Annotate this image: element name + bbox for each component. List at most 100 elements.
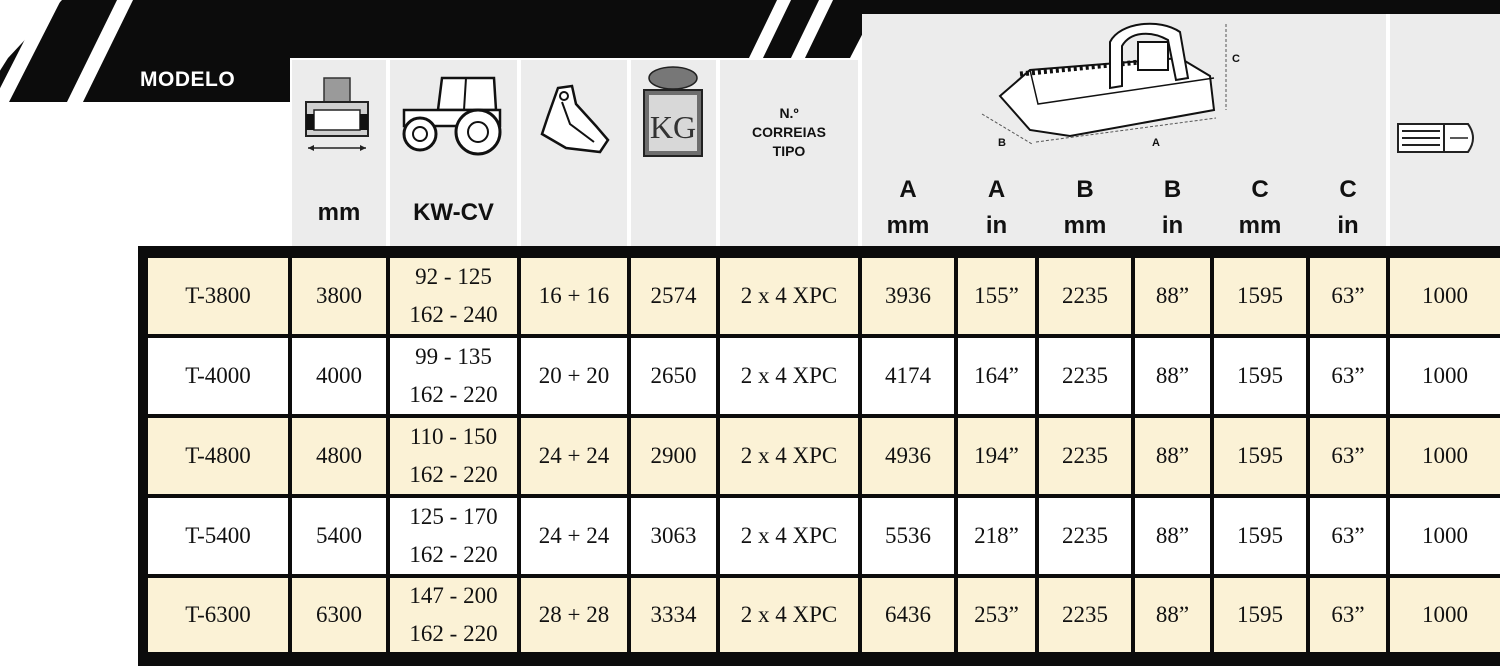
cell-c-mm: 1595 <box>1214 418 1306 494</box>
cell-power: 147 - 200 162 - 220 <box>390 578 517 652</box>
cell-width: 6300 <box>292 578 386 652</box>
cell-a-mm: 4936 <box>862 418 954 494</box>
cell-model: T-5400 <box>148 498 288 574</box>
dim-header-unit: mm <box>1238 212 1282 239</box>
cell-a-mm: 4174 <box>862 338 954 414</box>
power-range-line: 162 - 220 <box>409 621 498 646</box>
header-band <box>0 0 1500 104</box>
weight-kg-icon: KG <box>643 66 703 157</box>
cell-power: 99 - 135 162 - 220 <box>390 338 517 414</box>
cell-hammers: 28 + 28 <box>521 578 627 652</box>
cell-b-in: 88” <box>1135 338 1210 414</box>
cell-width: 4000 <box>292 338 386 414</box>
dim-header-letter: A <box>987 176 1006 203</box>
width-unit-label: mm <box>317 199 361 226</box>
cell-pto: 1000 <box>1390 578 1500 652</box>
cell-weight: 2574 <box>631 258 716 334</box>
cell-model: T-4000 <box>148 338 288 414</box>
machine-dimensions-icon: C A B <box>981 22 1240 149</box>
dim-header-unit: mm <box>1063 212 1107 239</box>
machine-dim-c: C <box>1232 53 1240 65</box>
cell-a-in: 253” <box>958 578 1035 652</box>
cell-a-mm: 5536 <box>862 498 954 574</box>
power-range-line: 147 - 200 <box>409 583 498 608</box>
cell-model: T-3800 <box>148 258 288 334</box>
cell-b-in: 88” <box>1135 258 1210 334</box>
cell-model: T-6300 <box>148 578 288 652</box>
cell-c-mm: 1595 <box>1214 338 1306 414</box>
cell-b-mm: 2235 <box>1039 578 1131 652</box>
cell-weight: 2900 <box>631 418 716 494</box>
cell-b-in: 88” <box>1135 498 1210 574</box>
power-range-line: 125 - 170 <box>409 504 498 529</box>
cell-c-mm: 1595 <box>1214 258 1306 334</box>
dim-header-unit: in <box>985 212 1008 239</box>
cell-b-mm: 2235 <box>1039 258 1131 334</box>
cell-a-in: 164” <box>958 338 1035 414</box>
dim-header-letter: A <box>899 176 917 203</box>
dim-header-letter: C <box>1251 176 1269 203</box>
cell-belts: 2 x 4 XPC <box>720 498 858 574</box>
power-range-line: 162 - 220 <box>409 382 498 407</box>
tractor-icon <box>402 76 502 156</box>
cell-b-mm: 2235 <box>1039 338 1131 414</box>
cell-width: 3800 <box>292 258 386 334</box>
power-range-line: 162 - 220 <box>409 462 498 487</box>
belts-label: N.º CORREIAS TIPO <box>720 104 858 161</box>
header-cell-dimensions <box>862 14 1386 246</box>
cell-pto: 1000 <box>1390 498 1500 574</box>
cell-b-in: 88” <box>1135 578 1210 652</box>
cell-c-mm: 1595 <box>1214 498 1306 574</box>
cell-belts: 2 x 4 XPC <box>720 338 858 414</box>
cell-b-mm: 2235 <box>1039 498 1131 574</box>
power-range-line: 162 - 220 <box>409 542 498 567</box>
cell-width: 4800 <box>292 418 386 494</box>
dim-header-letter: C <box>1339 176 1357 203</box>
cell-weight: 3063 <box>631 498 716 574</box>
cell-hammers: 24 + 24 <box>521 418 627 494</box>
dim-header-letter: B <box>1076 176 1094 203</box>
header-cell-belts <box>720 60 858 246</box>
dim-header-letter: B <box>1163 176 1182 203</box>
dim-header-unit: mm <box>886 212 930 239</box>
kg-label: KG <box>650 109 696 145</box>
modelo-header: MODELO <box>140 68 236 91</box>
power-unit-label: KW-CV <box>413 199 494 226</box>
power-range-line: 92 - 125 <box>415 264 492 289</box>
dim-header-unit: in <box>1337 212 1359 239</box>
cell-hammers: 20 + 20 <box>521 338 627 414</box>
cell-a-in: 194” <box>958 418 1035 494</box>
cell-belts: 2 x 4 XPC <box>720 418 858 494</box>
working-width-icon <box>305 77 369 151</box>
cell-belts: 2 x 4 XPC <box>720 258 858 334</box>
pto-shaft-icon <box>1397 123 1474 153</box>
dim-header-unit: in <box>1161 212 1184 239</box>
cell-model: T-4800 <box>148 418 288 494</box>
cell-c-in: 63” <box>1310 258 1386 334</box>
machine-dim-a: A <box>1152 137 1160 149</box>
cell-power: 92 - 125 162 - 240 <box>390 258 517 334</box>
hammer-blade-icon <box>540 84 610 154</box>
cell-weight: 3334 <box>631 578 716 652</box>
cell-c-in: 63” <box>1310 338 1386 414</box>
cell-width: 5400 <box>292 498 386 574</box>
cell-b-in: 88” <box>1135 418 1210 494</box>
power-range-line: 99 - 135 <box>415 344 492 369</box>
cell-pto: 1000 <box>1390 418 1500 494</box>
belts-label-line2: CORREIAS <box>752 124 826 140</box>
cell-b-mm: 2235 <box>1039 418 1131 494</box>
power-range-line: 110 - 150 <box>409 424 498 449</box>
power-range-line: 162 - 240 <box>409 302 498 327</box>
cell-power: 125 - 170 162 - 220 <box>390 498 517 574</box>
spec-table: T-3800 3800 92 - 125 162 - 240 16 + 16 2574 2 … <box>138 246 1500 666</box>
cell-hammers: 24 + 24 <box>521 498 627 574</box>
cell-c-in: 63” <box>1310 498 1386 574</box>
belts-label-line3: TIPO <box>772 143 806 159</box>
cell-a-in: 155” <box>958 258 1035 334</box>
cell-power: 110 - 150 162 - 220 <box>390 418 517 494</box>
